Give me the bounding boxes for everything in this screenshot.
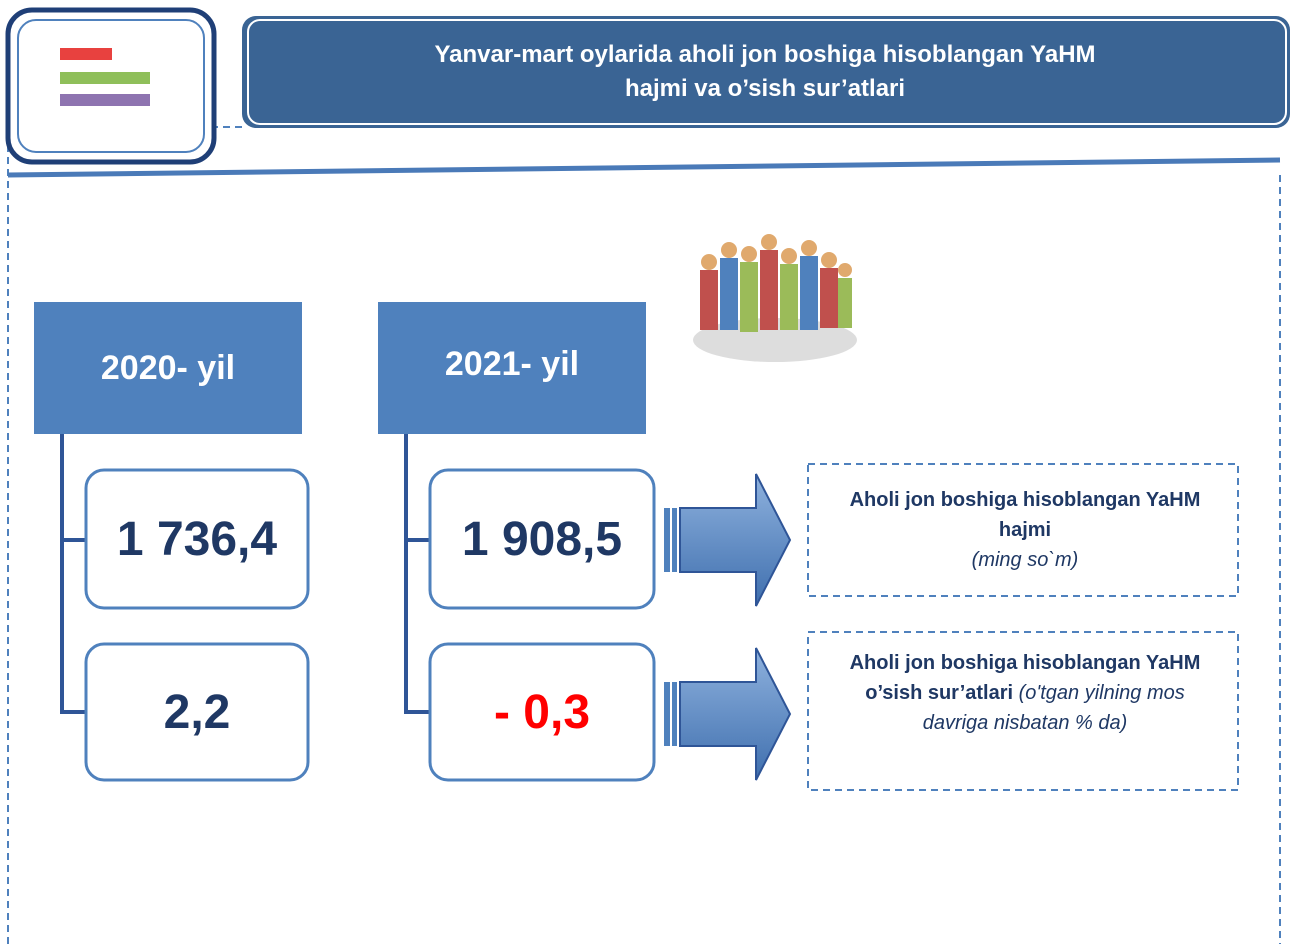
value: 1 736,4: [116, 512, 278, 566]
people-illustration: [693, 234, 857, 362]
rule: [7, 157, 1281, 178]
legend-item: Aholi jon boshiga hisoblangan YaHM o’sis…: [830, 632, 1220, 790]
legend-box: [807, 631, 1239, 791]
arrow: [664, 473, 792, 607]
legend-title: Aholi jon boshiga hisoblangan YaHM hajmi: [849, 489, 1201, 541]
year-label: 2021- yil: [444, 344, 580, 383]
value-box: [84, 468, 310, 610]
icon-inner: [17, 19, 205, 153]
legend-title: Aholi jon boshiga hisoblangan YaHM o’sis…: [849, 652, 1201, 704]
banner: [242, 16, 1290, 128]
icon-bar: [60, 94, 150, 106]
connector: [60, 434, 434, 714]
icon-bar: [60, 48, 112, 60]
legend-note: (o'tgan yilning mos davriga nisbatan % d…: [922, 682, 1185, 734]
icon-box: [5, 7, 217, 165]
year-box: [34, 302, 302, 434]
legend-note: (ming so`m): [971, 549, 1079, 571]
value-box: [428, 468, 656, 610]
legend-item: Aholi jon boshiga hisoblangan YaHM hajmi…: [840, 464, 1210, 596]
arrow: [664, 647, 792, 781]
value: 2,2: [163, 685, 231, 739]
value-box: [428, 642, 656, 782]
value: 1 908,5: [461, 512, 623, 566]
banner-inner: [247, 19, 1287, 125]
year-label: 2020- yil: [100, 348, 236, 387]
icon-bar: [60, 72, 150, 84]
legend-box: [807, 463, 1239, 597]
year-box: [378, 302, 646, 434]
value-box: [84, 642, 310, 782]
value: - 0,3: [493, 685, 591, 739]
title: Yanvar-mart oylarida aholi jon boshiga h…: [434, 41, 1096, 102]
